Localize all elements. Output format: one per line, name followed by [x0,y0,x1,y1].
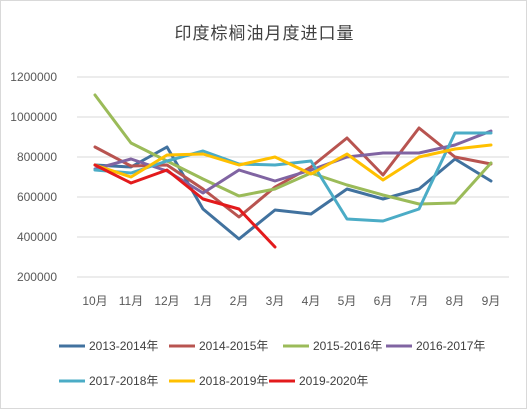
x-tick-label: 12月 [154,294,179,308]
series-line-2019-2020年 [93,163,277,249]
x-axis-ticks: 10月 11月 12月 1月 2月 3月 4月 5月 6月 7月 8月 9月 [82,294,500,308]
x-tick-label: 10月 [82,294,107,308]
chart-title: 印度棕榈油月度进口量 [174,24,355,44]
x-tick-label: 1月 [194,294,213,308]
legend-label: 2018-2019年 [199,374,268,388]
series-line-2013-2014年 [93,145,493,241]
legend: 2013-2014年 2014-2015年 2015-2016年 2016-2017年… [59,339,485,388]
x-tick-label: 8月 [446,294,465,308]
x-tick-label: 11月 [119,294,143,308]
series-line-2018-2019年 [93,143,493,182]
y-tick-label: 800000 [17,150,57,164]
series-line-2017-2018年 [93,131,493,223]
x-tick-label: 4月 [302,294,321,308]
x-tick-label: 6月 [374,294,393,308]
y-axis-ticks: 200000 400000 600000 800000 1000000 1200000 [10,70,57,284]
legend-label: 2013-2014年 [89,339,158,353]
series-line-2016-2017年 [93,129,493,195]
legend-label: 2017-2018年 [89,374,158,388]
y-tick-label: 600000 [17,190,57,204]
x-tick-label: 9月 [482,294,501,308]
y-tick-label: 400000 [17,230,57,244]
x-tick-label: 3月 [266,294,285,308]
legend-label: 2015-2016年 [313,339,382,353]
x-tick-label: 5月 [338,294,357,308]
legend-label: 2014-2015年 [199,339,268,353]
gridlines [77,76,509,278]
x-tick-label: 7月 [410,294,429,308]
x-tick-label: 2月 [230,294,249,308]
series-lines [93,93,493,249]
y-tick-label: 1000000 [10,110,57,124]
y-tick-label: 1200000 [10,70,57,84]
y-tick-label: 200000 [17,270,57,284]
legend-label: 2019-2020年 [299,374,368,388]
legend-label: 2016-2017年 [416,339,485,353]
